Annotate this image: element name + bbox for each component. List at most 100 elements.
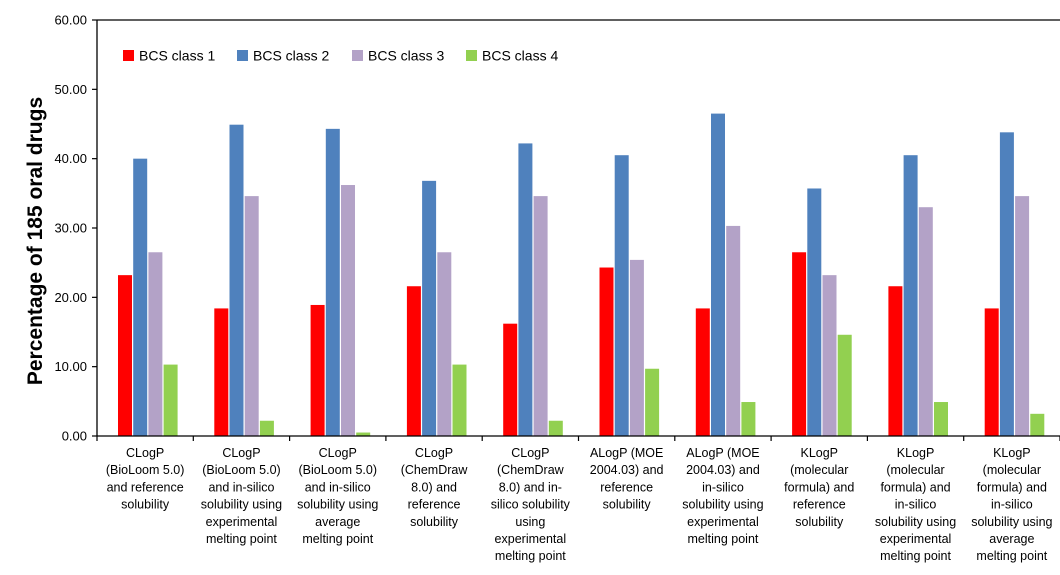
bar-bcs-class-4 [741,402,756,436]
x-category-label-line: in-silico [702,480,744,494]
x-category-label: KLogP (molecular formula) and in-silico solu… [875,446,956,563]
legend-swatch [237,50,248,61]
x-category-label-line: solubility using [971,515,1052,529]
x-category-label-line: (molecular [886,463,944,477]
bar-bcs-class-2 [422,180,437,436]
bar-bcs-class-3 [1015,196,1030,436]
axes [92,19,1060,441]
bar-bcs-class-1 [984,308,999,436]
bar-bcs-class-3 [437,252,452,436]
y-tick-label: 10.00 [54,359,87,374]
x-category-label: CLogP (BioLoom 5.0) and reference solubilit… [106,446,185,512]
x-category-label-line: melting point [688,532,759,546]
x-category-label-line: experimental [206,515,278,529]
y-tick-label: 60.00 [54,13,87,28]
x-category-label-line: and reference [107,480,184,494]
x-category-label: ALogP (MOE 2004.03) and reference solubilit… [590,446,664,512]
bar-bcs-class-3 [148,252,163,436]
bar-bcs-class-4 [548,420,563,436]
x-category-label-line: formula) and [880,480,950,494]
x-category-label-line: solubility using [201,498,282,512]
bar-bcs-class-3 [918,207,933,436]
x-category-label-line: silico solubility [491,498,571,512]
bar-bcs-class-1 [695,308,710,436]
legend-label: BCS class 1 [139,48,215,64]
bar-bcs-class-4 [645,368,660,436]
bar-bcs-class-2 [325,128,340,436]
x-category-label-line: experimental [880,532,952,546]
bar-bcs-class-3 [822,275,837,436]
x-category-label-line: 8.0) and in- [499,480,562,494]
x-category-label-line: CLogP [222,446,260,460]
legend-label: BCS class 2 [253,48,329,64]
bar-bcs-class-4 [452,364,467,436]
x-category-label-line: 2004.03) and [686,463,760,477]
bar-bcs-class-3 [341,185,355,436]
legend: BCS class 1 BCS class 2 BCS class 3 BCS cla… [123,48,558,64]
bar-bcs-class-4 [163,364,178,436]
x-category-label-line: solubility [603,498,652,512]
x-category-label-line: average [315,515,360,529]
x-category-label-line: (BioLoom 5.0) [106,463,185,477]
y-tick-label: 20.00 [54,290,87,305]
x-category-label-line: solubility using [297,498,378,512]
x-category-label-line: melting point [495,549,566,563]
x-category-label-line: CLogP [126,446,164,460]
x-category-label: CLogP (BioLoom 5.0) and in-silico solubilit… [201,446,282,546]
bar-bcs-class-2 [903,155,918,436]
x-category-label: CLogP (BioLoom 5.0) and in-silico solubilit… [297,446,378,546]
x-category-label-line: (ChemDraw [497,463,565,477]
x-category-label-line: (ChemDraw [401,463,469,477]
bar-bcs-class-2 [711,113,725,436]
x-category-labels: CLogP (BioLoom 5.0) and reference solubilit… [106,446,1053,563]
bar-bcs-class-4 [837,334,852,436]
x-category-label: KLogP (molecular formula) and in-silico solu… [971,446,1052,563]
legend-swatch [123,50,134,61]
bar-bcs-class-4 [934,402,948,436]
x-category-label-line: solubility using [875,515,956,529]
x-category-label-line: CLogP [511,446,549,460]
x-category-label-line: (BioLoom 5.0) [202,463,281,477]
x-category-label-line: experimental [495,532,567,546]
legend-swatch [466,50,477,61]
x-category-label-line: solubility [795,515,844,529]
x-category-label-line: and in-silico [208,480,274,494]
x-category-label-line: melting point [880,549,951,563]
x-category-label-line: solubility [121,498,170,512]
x-category-label: KLogP (molecular formula) and reference solu… [784,446,854,529]
bar-bcs-class-1 [792,252,807,436]
bar-bcs-class-1 [214,308,229,436]
x-category-label-line: melting point [206,532,277,546]
x-category-label-line: KLogP [800,446,838,460]
bar-bcs-class-1 [118,275,132,436]
bar-bcs-class-1 [310,304,325,436]
x-category-label-line: CLogP [415,446,453,460]
y-tick-label: 0.00 [62,429,87,444]
x-category-label-line: solubility using [682,498,763,512]
legend-label: BCS class 4 [482,48,558,64]
y-tick-labels: 0.00 10.00 20.00 30.00 40.00 50.00 60.00 [54,13,87,444]
legend-label: BCS class 3 [368,48,444,64]
bar-bcs-class-2 [133,158,148,436]
bar-bcs-class-3 [629,259,644,436]
x-category-label-line: average [989,532,1034,546]
bar-bcs-class-4 [356,432,371,436]
bar-bcs-class-1 [503,323,518,436]
x-category-label-line: in-silico [895,498,937,512]
y-tick-label: 50.00 [54,82,87,97]
bar-bcs-class-2 [614,155,629,436]
bar-bcs-class-3 [533,196,548,436]
x-category-label: CLogP (ChemDraw 8.0) and reference solubilit… [401,446,469,529]
y-axis-label: Percentage of 185 oral drugs [24,97,47,385]
x-category-label-line: ALogP (MOE [590,446,663,460]
x-category-label-line: KLogP [993,446,1031,460]
bar-bcs-class-1 [599,267,614,436]
bar-bcs-class-1 [406,286,421,436]
y-tick-label: 40.00 [54,151,87,166]
bar-bcs-class-3 [244,196,259,436]
bars [118,113,1045,437]
x-category-label-line: solubility [410,515,459,529]
x-category-label-line: (BioLoom 5.0) [298,463,377,477]
x-category-label-line: KLogP [897,446,935,460]
